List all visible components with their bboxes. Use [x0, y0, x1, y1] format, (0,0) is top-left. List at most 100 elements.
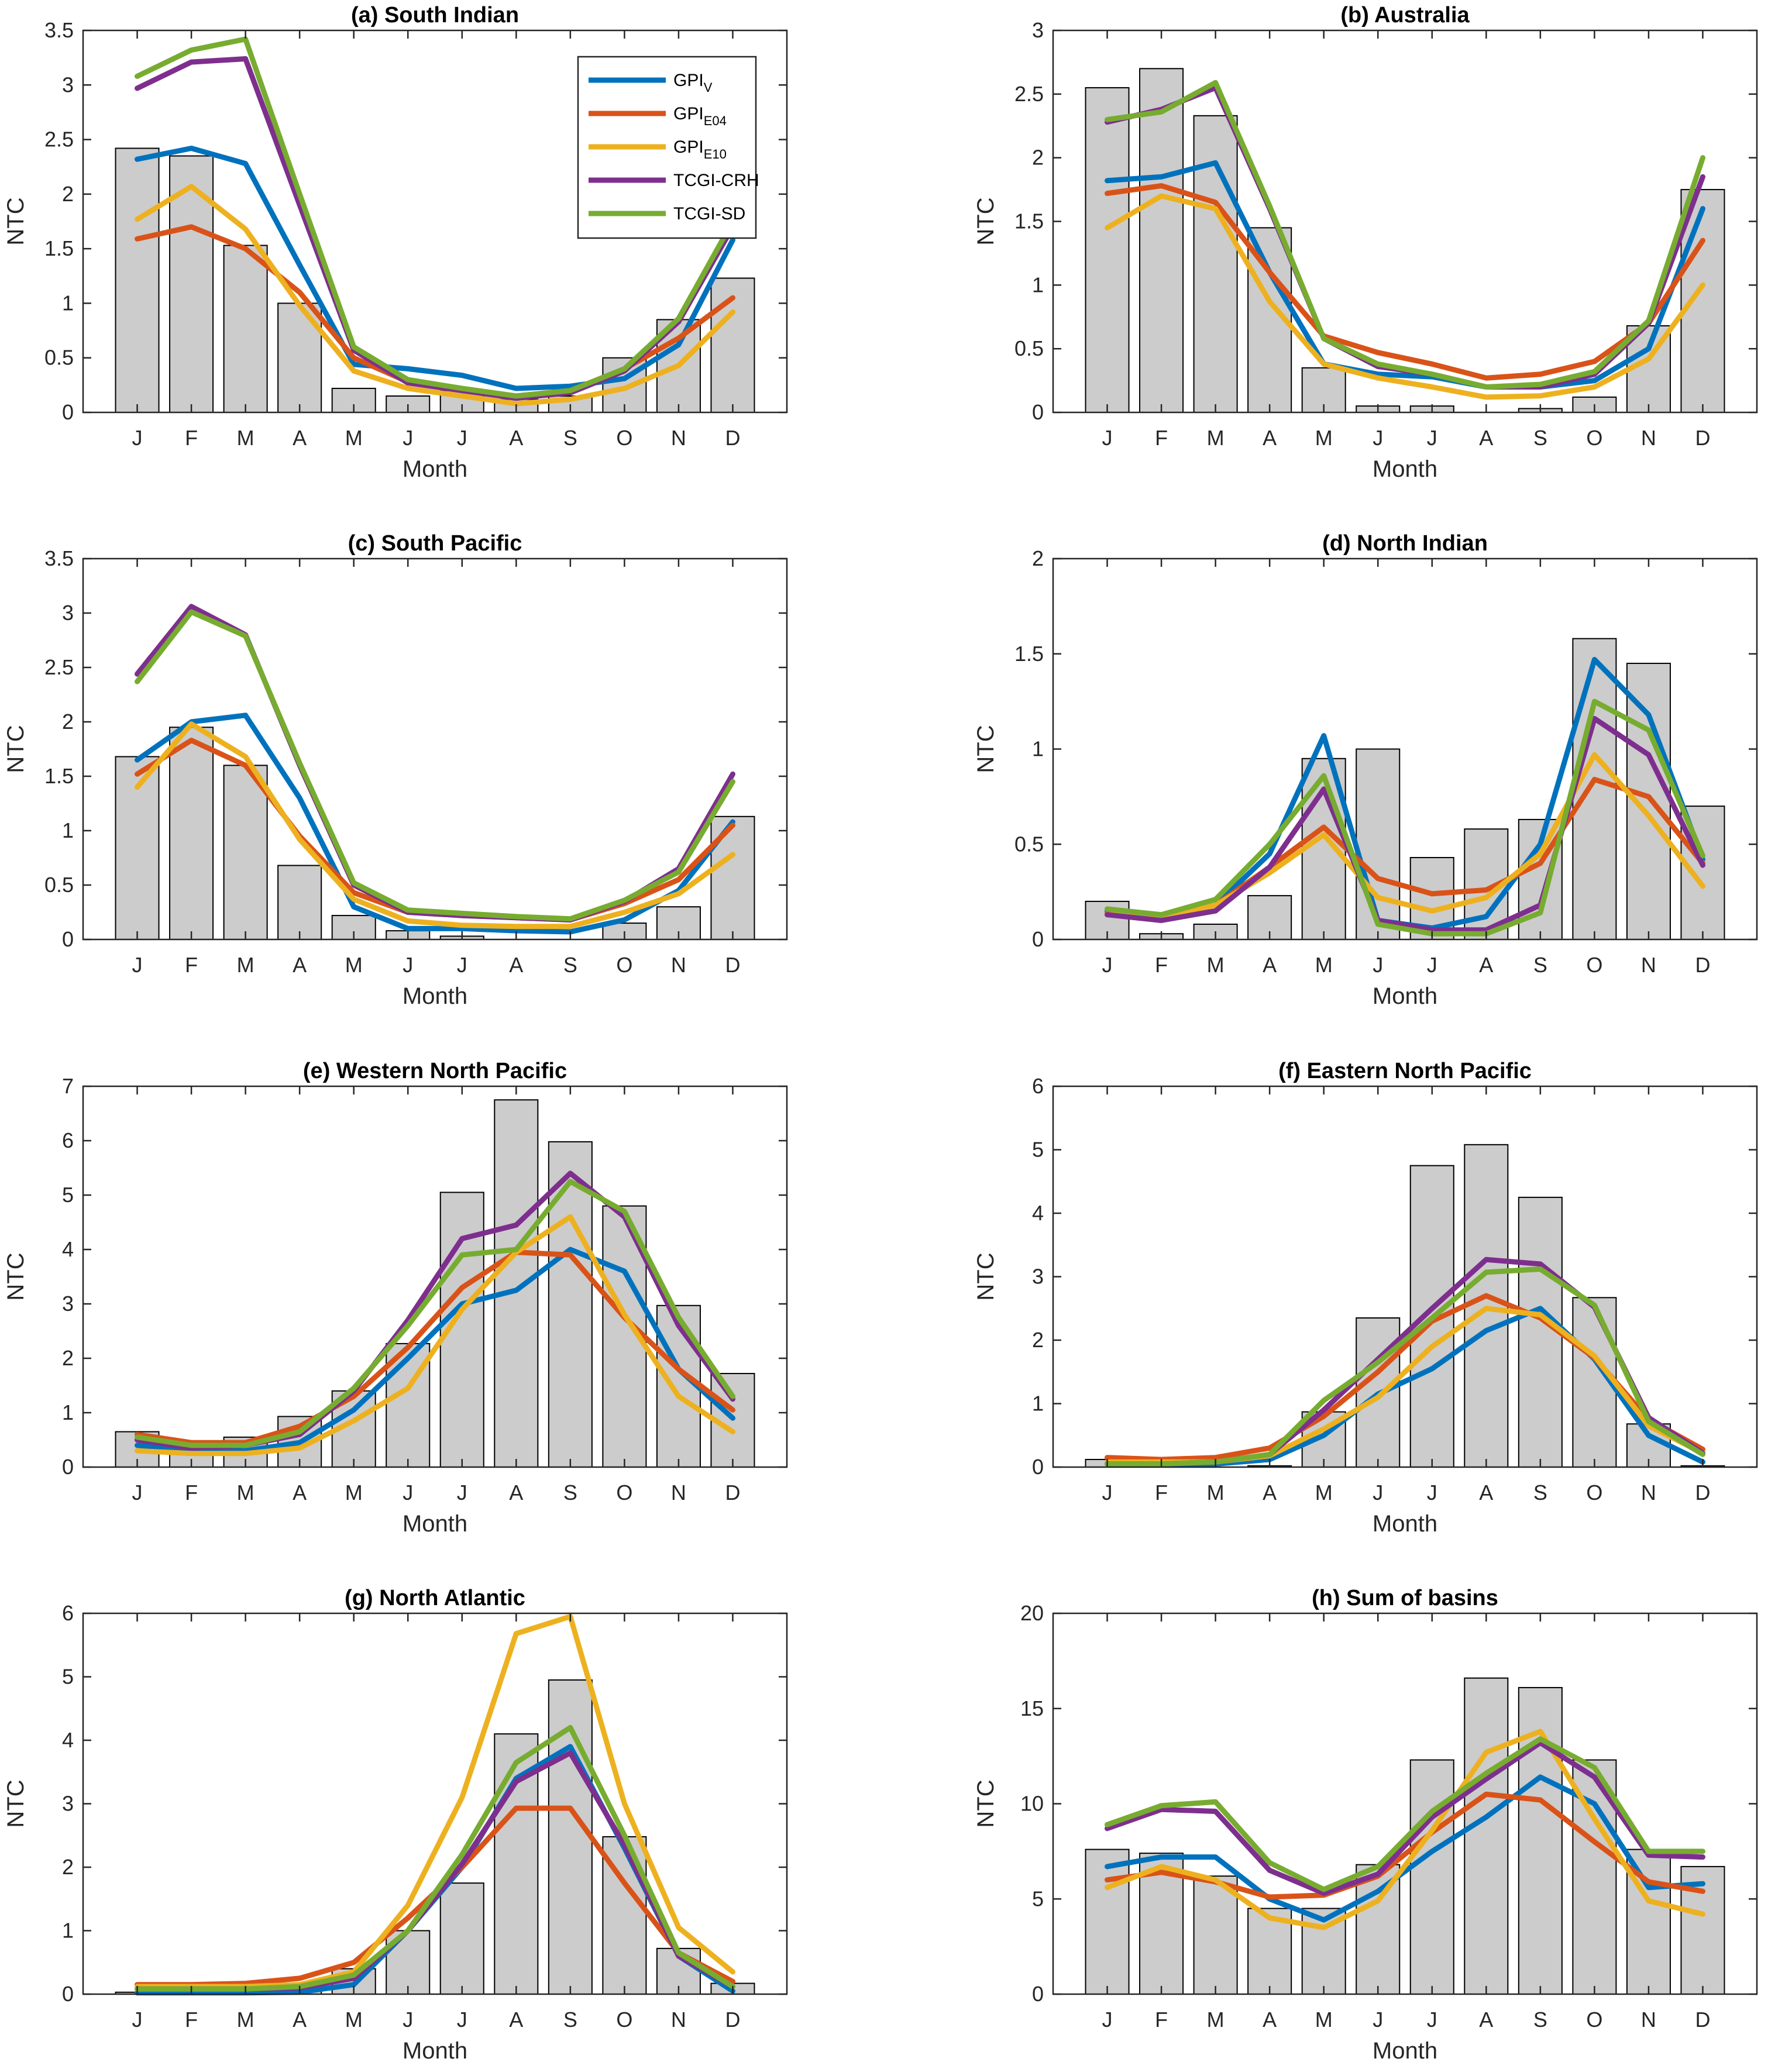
chart-3-series-tcgi-sd	[135, 609, 735, 922]
chart-6-xtick-label: J	[1427, 1481, 1437, 1505]
chart-3-axes-box	[82, 557, 788, 941]
chart-3-ytick-label: 0.5	[44, 873, 74, 897]
chart-2-xtick-label: N	[1641, 426, 1656, 450]
chart-4-ytick-label: 0.5	[1014, 832, 1044, 856]
chart-8-ytick-label: 5	[1032, 1887, 1044, 1910]
chart-5-series-gpi-v	[135, 1247, 735, 1454]
chart-1-ytick-label: 1.5	[44, 236, 74, 260]
chart-3-xtick-label: M	[237, 953, 254, 977]
chart-1-legend-label-2: GPIE04	[673, 104, 727, 128]
chart-1-legend-label-1: GPIV	[673, 71, 713, 95]
chart-4-ytick-label: 1	[1032, 737, 1044, 761]
chart-4-xlabel: Month	[1373, 983, 1437, 1009]
chart-6-xtick-label: S	[1533, 1481, 1547, 1505]
chart-2-bar-1	[1085, 87, 1130, 413]
chart-4-series-gpi-e10	[1105, 752, 1705, 920]
chart-6-xtick-label: F	[1155, 1481, 1168, 1505]
chart-4-xtick-label: M	[1315, 953, 1333, 977]
chart-5-xtick-label: M	[237, 1481, 254, 1505]
chart-8-ytick-label: 20	[1020, 1601, 1044, 1625]
chart-4-title: (d) North Indian	[1322, 531, 1488, 556]
chart-6-xtick-label: A	[1263, 1481, 1277, 1505]
chart-2: 0 0.5 1 1.5 2 2.5 3 J F M A M J J A S O N D (b) Australia Mo…	[973, 3, 1758, 482]
chart-3-bar-12	[710, 815, 755, 940]
chart-8-bar-8	[1464, 1677, 1509, 1995]
chart-5-xtick-label: M	[345, 1481, 363, 1505]
chart-2-xtick-label: J	[1427, 426, 1437, 450]
chart-5-ytick-label: 0	[62, 1455, 74, 1479]
chart-7-ylabel: NTC	[3, 1779, 29, 1827]
chart-1-legend-label-5: TCGI-SD	[673, 204, 745, 223]
chart-5-xtick-label: D	[725, 1481, 740, 1505]
chart-6-ytick-label: 1	[1032, 1392, 1044, 1416]
chart-3-ytick-label: 2	[62, 710, 74, 734]
chart-1-xtick-label: O	[616, 426, 632, 450]
chart-6-xtick-label: M	[1207, 1481, 1225, 1505]
chart-1-ytick-label: 3	[62, 73, 74, 97]
chart-3-ytick-label: 3.5	[44, 546, 74, 570]
chart-2-xtick-label: M	[1207, 426, 1225, 450]
chart-5-xtick-label: J	[457, 1481, 467, 1505]
chart-8-series-tcgi-crh	[1105, 1740, 1705, 1896]
chart-4-bar-6	[1356, 748, 1401, 940]
chart-2-xtick-label: O	[1586, 426, 1602, 450]
chart-8-xtick-label: J	[1427, 2008, 1437, 2032]
chart-4-xtick-label: J	[1427, 953, 1437, 977]
chart-5-ytick-label: 2	[62, 1346, 74, 1370]
chart-3-xtick-label: F	[185, 953, 198, 977]
chart-8-xtick-label: N	[1641, 2008, 1656, 2032]
chart-6-ytick-label: 0	[1032, 1455, 1044, 1479]
chart-1-legend-label-4: TCGI-CRH	[673, 171, 759, 190]
chart-1-legend-label-subscript: E04	[704, 113, 727, 128]
chart-1-xtick-label: J	[457, 426, 467, 450]
chart-5-xtick-label: A	[509, 1481, 523, 1505]
chart-7-xtick-label: J	[403, 2008, 413, 2032]
chart-2-xtick-label: J	[1102, 426, 1113, 450]
chart-2-bar-10	[1572, 396, 1617, 414]
chart-7-ytick-label: 0	[62, 1982, 74, 2006]
chart-3-title: (c) South Pacific	[348, 531, 522, 556]
chart-6-xtick-label: N	[1641, 1481, 1656, 1505]
chart-8-ytick-label: 10	[1020, 1792, 1044, 1816]
chart-1-xtick-label: N	[671, 426, 686, 450]
chart-2-series-gpi-e10	[1105, 193, 1705, 400]
chart-8-xtick-label: A	[1479, 2008, 1493, 2032]
chart-2-ytick-label: 2.5	[1014, 82, 1044, 106]
chart-2-ytick-label: 0	[1032, 400, 1044, 424]
chart-7-xtick-label: D	[725, 2008, 740, 2032]
chart-5-title: (e) Western North Pacific	[303, 1059, 567, 1083]
chart-1-title: (a) South Indian	[351, 3, 519, 27]
chart-8-xtick-label: A	[1263, 2008, 1277, 2032]
chart-1-xtick-label: F	[185, 426, 198, 450]
chart-8-xtick-label: O	[1586, 2008, 1602, 2032]
chart-1-legend-label-base: TCGI-CRH	[673, 171, 759, 190]
chart-2-xtick-label: M	[1315, 426, 1333, 450]
chart-1-legend-label-base: GPI	[673, 104, 704, 123]
chart-4-ytick-label: 0	[1032, 927, 1044, 951]
chart-4-xtick-label: A	[1479, 953, 1493, 977]
chart-3-ytick-label: 0	[62, 927, 74, 951]
chart-3-bar-5	[331, 915, 376, 940]
chart-3-ytick-label: 1.5	[44, 764, 74, 788]
chart-3-series-gpi-v	[135, 712, 735, 935]
chart-5-xtick-label: J	[403, 1481, 413, 1505]
chart-8-xtick-label: F	[1155, 2008, 1168, 2032]
chart-3-xtick-label: J	[457, 953, 467, 977]
chart-3-xtick-label: J	[132, 953, 143, 977]
chart-6-xtick-label: D	[1695, 1481, 1710, 1505]
chart-5-series-tcgi-sd	[135, 1179, 735, 1448]
chart-7-xtick-label: A	[293, 2008, 307, 2032]
chart-5-ytick-label: 6	[62, 1128, 74, 1152]
chart-2-series-gpi-e04	[1105, 183, 1705, 381]
chart-3-ytick-label: 1	[62, 818, 74, 842]
chart-1-legend-label-subscript: V	[704, 80, 713, 95]
chart-8-xtick-label: M	[1315, 2008, 1333, 2032]
chart-1-ytick-label: 2.5	[44, 128, 74, 152]
chart-2-ylabel: NTC	[973, 197, 999, 245]
chart-3-xtick-label: D	[725, 953, 740, 977]
chart-6-ytick-label: 5	[1032, 1138, 1044, 1162]
chart-3-bar-3	[223, 765, 268, 941]
chart-6-xtick-label: O	[1586, 1481, 1602, 1505]
chart-2-bar-2	[1139, 68, 1184, 414]
